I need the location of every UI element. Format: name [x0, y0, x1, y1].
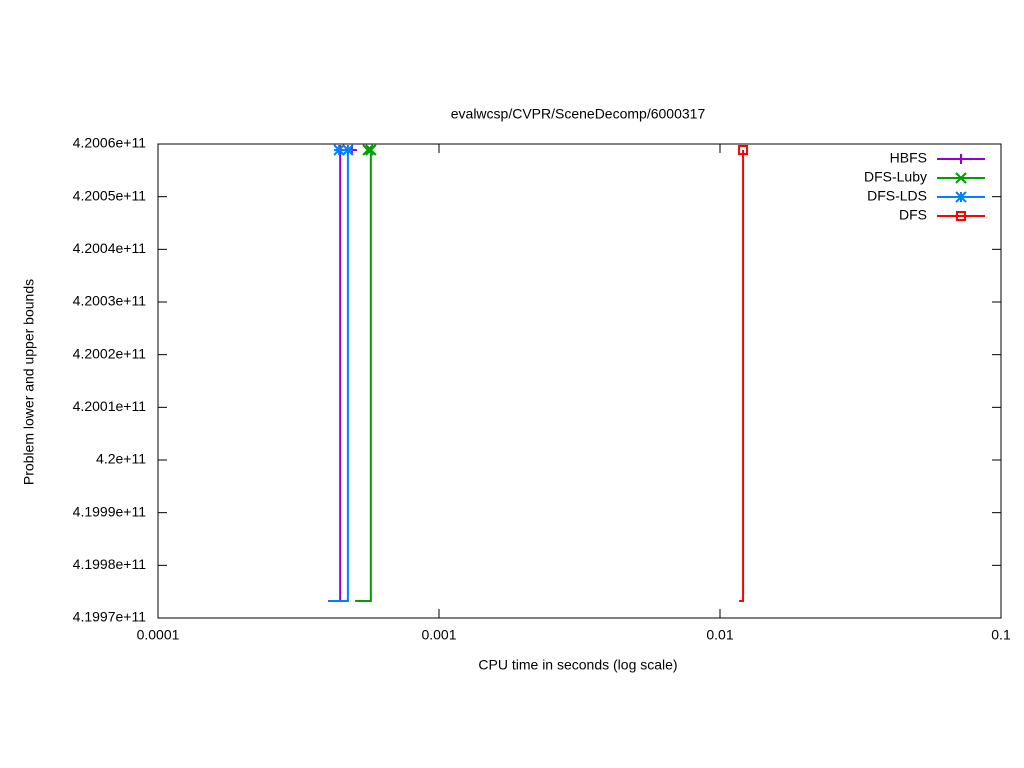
y-tick-label: 4.2003e+11	[73, 293, 147, 309]
marker	[955, 172, 967, 184]
y-tick-label: 4.1998e+11	[73, 556, 147, 572]
legend-label: DFS-LDS	[867, 188, 927, 204]
y-tick-label: 4.2002e+11	[73, 345, 147, 361]
marker-stroke	[333, 144, 345, 156]
y-axis-label: Problem lower and upper bounds	[21, 279, 37, 485]
marker-stroke	[955, 172, 967, 184]
marker	[955, 191, 967, 203]
marker-stroke	[955, 191, 967, 203]
series-line	[328, 149, 349, 602]
x-tick-label: 0.0001	[137, 627, 180, 643]
y-tick-label: 4.2005e+11	[73, 187, 147, 203]
marker-stroke	[365, 144, 377, 156]
marker	[342, 144, 354, 156]
x-tick-label: 0.1	[991, 627, 1011, 643]
series-line	[355, 149, 372, 602]
legend-label: DFS	[899, 207, 927, 223]
marker	[362, 144, 374, 156]
y-tick-label: 4.2004e+11	[73, 240, 147, 256]
marker-stroke	[956, 211, 966, 221]
legend-label: HBFS	[890, 150, 927, 166]
x-tick-label: 0.001	[421, 627, 456, 643]
marker-stroke	[342, 144, 354, 156]
y-tick-label: 4.2e+11	[96, 451, 146, 467]
chart-title: evalwcsp/CVPR/SceneDecomp/6000317	[451, 106, 706, 122]
marker-stroke	[738, 145, 749, 156]
marker	[333, 144, 345, 156]
x-tick-label: 0.01	[706, 627, 733, 643]
marker	[738, 145, 749, 156]
series-line	[739, 150, 745, 602]
marker-stroke	[362, 144, 374, 156]
marker	[956, 211, 966, 221]
y-tick-label: 4.1999e+11	[73, 503, 147, 519]
y-tick-label: 4.2001e+11	[73, 398, 147, 414]
y-tick-label: 4.1997e+11	[73, 609, 147, 625]
x-axis-label: CPU time in seconds (log scale)	[478, 657, 677, 673]
marker	[956, 154, 966, 164]
marker	[365, 144, 377, 156]
plot-frame	[157, 143, 1002, 619]
y-tick-label: 4.2006e+11	[73, 135, 147, 151]
legend-label: DFS-Luby	[864, 169, 927, 185]
